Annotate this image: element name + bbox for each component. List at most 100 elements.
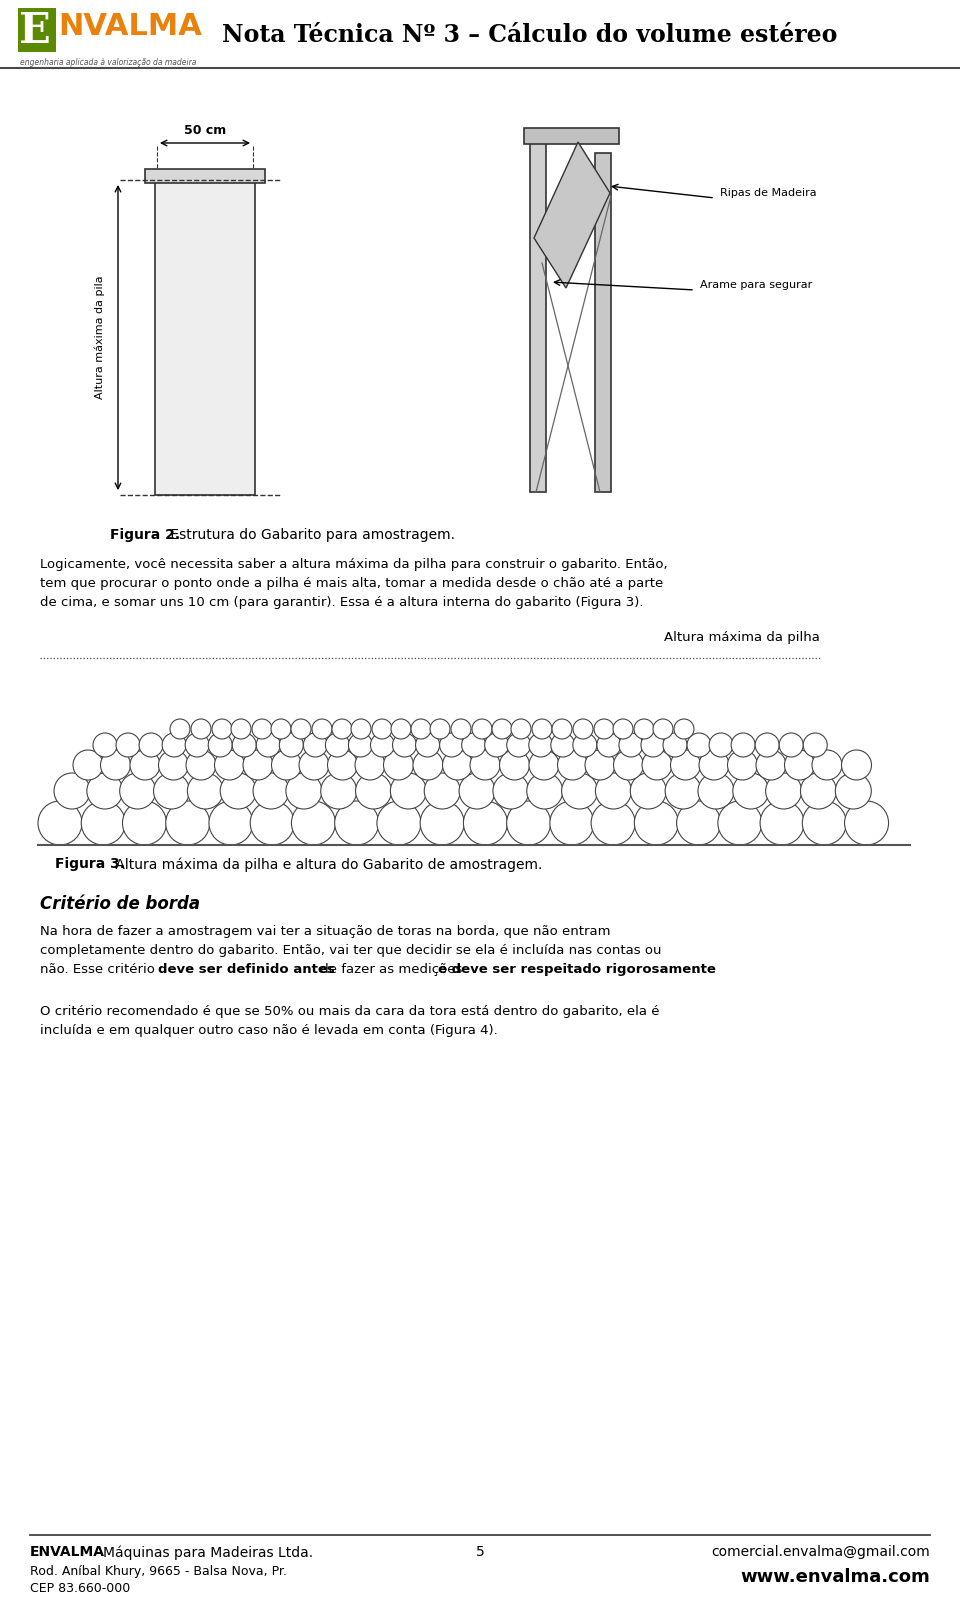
Circle shape bbox=[420, 801, 465, 845]
Circle shape bbox=[507, 801, 551, 845]
Circle shape bbox=[73, 751, 103, 780]
Circle shape bbox=[253, 773, 289, 809]
Text: www.envalma.com: www.envalma.com bbox=[740, 1568, 930, 1586]
Circle shape bbox=[232, 733, 256, 757]
Circle shape bbox=[613, 718, 633, 739]
Circle shape bbox=[766, 773, 802, 809]
Text: Figura 3.: Figura 3. bbox=[55, 858, 125, 870]
Circle shape bbox=[613, 751, 643, 780]
Bar bbox=[524, 128, 619, 144]
Text: não. Esse critério: não. Esse critério bbox=[40, 963, 159, 976]
Circle shape bbox=[780, 733, 804, 757]
Circle shape bbox=[327, 751, 357, 780]
Circle shape bbox=[665, 773, 701, 809]
Text: de cima, e somar uns 10 cm (para garantir). Essa é a altura interna do gabarito : de cima, e somar uns 10 cm (para garanti… bbox=[40, 595, 643, 608]
Circle shape bbox=[642, 751, 672, 780]
Text: Figura 2.: Figura 2. bbox=[110, 527, 180, 542]
Circle shape bbox=[507, 733, 531, 757]
Circle shape bbox=[492, 773, 529, 809]
Text: Altura máxima da pilha e altura do Gabarito de amostragem.: Altura máxima da pilha e altura do Gabar… bbox=[111, 858, 542, 872]
Circle shape bbox=[348, 733, 372, 757]
Circle shape bbox=[573, 733, 597, 757]
Circle shape bbox=[552, 718, 572, 739]
Circle shape bbox=[424, 773, 460, 809]
Bar bbox=[595, 154, 611, 492]
Circle shape bbox=[243, 751, 273, 780]
Text: 5: 5 bbox=[475, 1545, 485, 1560]
Circle shape bbox=[139, 733, 163, 757]
Circle shape bbox=[209, 801, 252, 845]
Circle shape bbox=[550, 801, 594, 845]
Circle shape bbox=[591, 801, 636, 845]
Text: Estrutura do Gabarito para amostragem.: Estrutura do Gabarito para amostragem. bbox=[166, 527, 455, 542]
Circle shape bbox=[641, 733, 665, 757]
Circle shape bbox=[371, 733, 395, 757]
Bar bbox=[145, 168, 265, 183]
Circle shape bbox=[529, 733, 553, 757]
Circle shape bbox=[86, 773, 123, 809]
Circle shape bbox=[355, 751, 385, 780]
Circle shape bbox=[325, 733, 349, 757]
Text: deve ser definido antes: deve ser definido antes bbox=[158, 963, 335, 976]
Circle shape bbox=[279, 733, 303, 757]
Circle shape bbox=[499, 751, 530, 780]
Text: O critério recomendado é que se 50% ou mais da cara da tora está dentro do gabar: O critério recomendado é que se 50% ou m… bbox=[40, 1005, 660, 1018]
Circle shape bbox=[154, 773, 189, 809]
Circle shape bbox=[562, 773, 597, 809]
Circle shape bbox=[573, 718, 593, 739]
Circle shape bbox=[186, 751, 216, 780]
Text: Na hora de fazer a amostragem vai ter a situação de toras na borda, que não entr: Na hora de fazer a amostragem vai ter a … bbox=[40, 925, 611, 938]
Text: comercial.envalma@gmail.com: comercial.envalma@gmail.com bbox=[711, 1545, 930, 1560]
Circle shape bbox=[532, 718, 552, 739]
Circle shape bbox=[804, 733, 828, 757]
Text: Ripas de Madeira: Ripas de Madeira bbox=[720, 188, 817, 197]
Circle shape bbox=[231, 718, 251, 739]
Circle shape bbox=[529, 751, 559, 780]
Circle shape bbox=[728, 751, 757, 780]
Text: Arame para segurar: Arame para segurar bbox=[700, 280, 812, 290]
Bar bbox=[18, 8, 56, 52]
Circle shape bbox=[492, 718, 512, 739]
Circle shape bbox=[120, 773, 156, 809]
Circle shape bbox=[597, 733, 621, 757]
Circle shape bbox=[663, 733, 687, 757]
Circle shape bbox=[187, 773, 224, 809]
Circle shape bbox=[464, 801, 508, 845]
Text: de fazer as medições: de fazer as medições bbox=[316, 963, 467, 976]
Circle shape bbox=[462, 733, 486, 757]
Circle shape bbox=[430, 718, 450, 739]
Circle shape bbox=[635, 801, 679, 845]
Circle shape bbox=[459, 773, 495, 809]
Circle shape bbox=[440, 733, 464, 757]
Circle shape bbox=[558, 751, 588, 780]
Circle shape bbox=[256, 733, 280, 757]
Text: tem que procurar o ponto onde a pilha é mais alta, tomar a medida desde o chão a: tem que procurar o ponto onde a pilha é … bbox=[40, 578, 663, 591]
Circle shape bbox=[687, 733, 711, 757]
Circle shape bbox=[158, 751, 188, 780]
Text: Logicamente, você necessita saber a altura máxima da pilha para construir o gaba: Logicamente, você necessita saber a altu… bbox=[40, 558, 667, 571]
Circle shape bbox=[634, 718, 654, 739]
Circle shape bbox=[411, 718, 431, 739]
Text: Máquinas para Madeiras Ltda.: Máquinas para Madeiras Ltda. bbox=[103, 1545, 313, 1560]
Circle shape bbox=[631, 773, 666, 809]
Circle shape bbox=[101, 751, 131, 780]
Text: CEP 83.660-000: CEP 83.660-000 bbox=[30, 1582, 131, 1595]
Circle shape bbox=[377, 801, 420, 845]
Circle shape bbox=[272, 751, 301, 780]
Circle shape bbox=[220, 773, 256, 809]
Text: completamente dentro do gabarito. Então, vai ter que decidir se ela é incluída n: completamente dentro do gabarito. Então,… bbox=[40, 943, 661, 956]
Polygon shape bbox=[534, 142, 610, 288]
Circle shape bbox=[214, 751, 245, 780]
Circle shape bbox=[116, 733, 140, 757]
Circle shape bbox=[383, 751, 414, 780]
Circle shape bbox=[674, 718, 694, 739]
Text: E: E bbox=[19, 10, 51, 52]
Circle shape bbox=[699, 751, 729, 780]
Circle shape bbox=[619, 733, 643, 757]
Circle shape bbox=[391, 773, 426, 809]
Text: ENVALMA: ENVALMA bbox=[30, 1545, 105, 1560]
Circle shape bbox=[594, 718, 614, 739]
Text: Altura máxima da pilha: Altura máxima da pilha bbox=[664, 631, 820, 644]
Circle shape bbox=[470, 751, 500, 780]
Text: Altura máxima da pila: Altura máxima da pila bbox=[95, 275, 106, 400]
